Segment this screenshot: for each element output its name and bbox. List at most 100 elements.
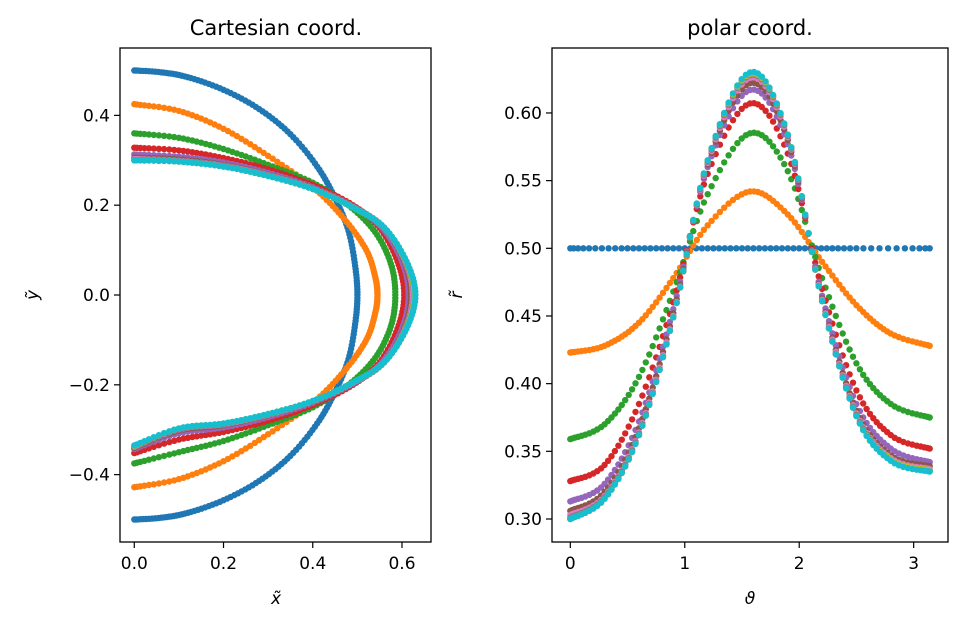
data-point: [690, 216, 697, 224]
data-point: [788, 215, 795, 222]
data-point: [653, 334, 660, 341]
data-point: [646, 351, 653, 358]
data-point: [145, 157, 153, 164]
data-point: [795, 223, 802, 231]
data-point: [766, 138, 773, 145]
data-point: [618, 245, 625, 252]
data-point: [825, 325, 833, 332]
data-point: [202, 422, 209, 429]
data-point: [592, 245, 599, 252]
data-point: [901, 245, 909, 252]
data-point: [656, 366, 663, 374]
data-point: [853, 412, 860, 420]
polar-ticks: 0 1 2 3 0.30 0.35 0.40 0.45 0.50 0.55 0.60: [504, 104, 919, 574]
data-point: [666, 327, 674, 335]
data-point: [832, 312, 839, 320]
data-point: [846, 245, 854, 252]
data-point: [574, 245, 582, 252]
data-point: [274, 425, 281, 432]
data-point: [860, 400, 867, 407]
data-point: [618, 401, 625, 409]
y-tick-label: 0.35: [504, 442, 542, 462]
data-point: [673, 299, 680, 307]
data-point: [160, 145, 168, 153]
cartesian-series-1: [131, 100, 381, 491]
data-point: [734, 139, 741, 147]
data-point: [762, 107, 769, 115]
data-point: [274, 158, 281, 165]
data-point: [829, 245, 836, 252]
cartesian-y-label: ỹ: [23, 289, 43, 301]
data-point: [653, 245, 660, 252]
data-point: [145, 102, 153, 110]
data-point: [269, 428, 276, 435]
data-point: [608, 453, 615, 460]
data-point: [781, 120, 788, 127]
data-point: [647, 245, 654, 252]
data-point: [166, 451, 173, 458]
data-point: [829, 272, 836, 279]
data-point: [784, 245, 791, 252]
data-point: [704, 191, 711, 198]
data-point: [767, 245, 774, 252]
data-point: [725, 152, 732, 159]
data-point: [791, 219, 799, 226]
data-point: [839, 374, 846, 381]
data-point: [141, 145, 148, 152]
x-tick-label: 1: [679, 554, 690, 574]
data-point: [635, 400, 643, 408]
data-point: [166, 157, 173, 165]
data-point: [725, 200, 732, 207]
data-point: [778, 245, 786, 252]
data-point: [798, 206, 805, 214]
data-point: [646, 374, 653, 381]
data-point: [145, 145, 153, 152]
data-point: [868, 245, 875, 252]
data-point: [675, 245, 683, 252]
y-tick-label: 0.30: [504, 510, 542, 530]
data-point: [653, 378, 660, 386]
data-point: [697, 184, 704, 192]
data-point: [622, 463, 629, 470]
data-point: [155, 132, 163, 139]
y-tick-label: 0.50: [504, 239, 542, 259]
data-point: [836, 321, 843, 329]
data-point: [659, 289, 667, 296]
data-point: [683, 250, 690, 258]
y-tick-label: 0.0: [83, 286, 110, 306]
data-point: [628, 416, 636, 423]
data-point: [926, 468, 933, 475]
data-point: [166, 478, 173, 485]
data-point: [729, 196, 737, 204]
data-point: [893, 245, 900, 252]
data-point: [659, 354, 667, 361]
data-point: [849, 353, 857, 360]
data-point: [853, 245, 860, 252]
x-tick-label: 0.6: [388, 554, 415, 574]
data-point: [160, 479, 168, 486]
data-point: [656, 325, 663, 332]
polar-panel: polar coord. 0 1 2 3 0.30 0.35 0.40 0.45 0.50 0.5…: [447, 16, 949, 609]
data-point: [715, 245, 723, 252]
data-point: [264, 152, 272, 159]
data-point: [171, 450, 178, 457]
data-point: [853, 360, 860, 367]
cartesian-series-9: [131, 157, 419, 449]
data-point: [712, 132, 719, 140]
data-point: [700, 226, 708, 233]
data-point: [916, 245, 923, 252]
data-point: [738, 76, 745, 83]
data-point: [798, 228, 805, 236]
data-point: [756, 245, 763, 252]
data-point: [611, 481, 619, 488]
polar-series-3: [567, 100, 933, 485]
data-point: [666, 279, 674, 287]
data-point: [664, 245, 671, 252]
data-point: [632, 408, 639, 416]
data-point: [690, 227, 697, 235]
cartesian-series: [131, 67, 419, 523]
data-point: [150, 481, 157, 488]
data-point: [160, 104, 168, 112]
data-point: [860, 371, 867, 378]
data-point: [680, 267, 687, 275]
